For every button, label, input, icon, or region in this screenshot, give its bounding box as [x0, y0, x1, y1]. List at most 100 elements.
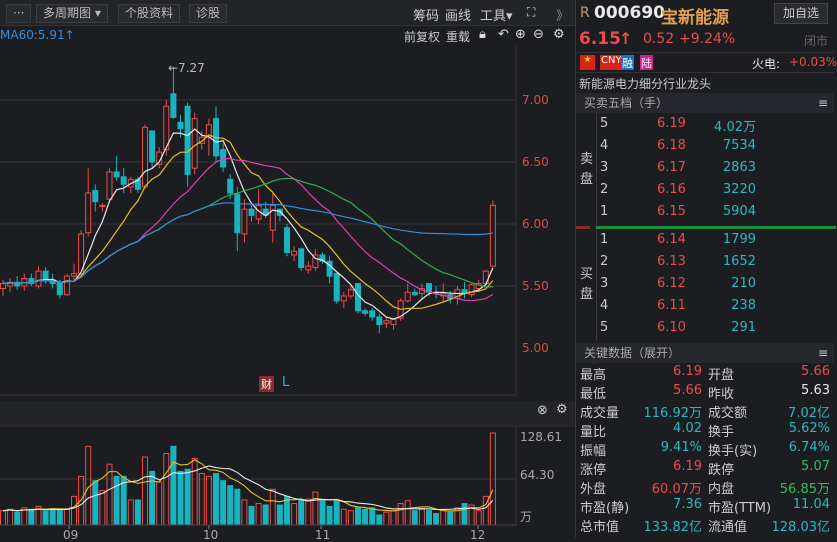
volume-bar — [262, 504, 269, 526]
adjust-button[interactable]: 前复权 — [404, 30, 441, 44]
candle-body — [163, 105, 170, 151]
add-watchlist-button[interactable]: 加自选 — [774, 3, 828, 24]
candle-body — [142, 126, 148, 188]
zoom-in-icon[interactable]: ⊕ — [515, 27, 526, 42]
volume-bar — [390, 510, 397, 526]
kline-chart[interactable] — [0, 45, 575, 537]
volume-bar — [298, 500, 305, 526]
keydata-label: 成交量 — [580, 406, 620, 421]
chips-button[interactable]: 筹码 — [413, 9, 440, 24]
keydata-value: 5.07 — [801, 459, 830, 474]
undo-icon[interactable]: ↶ — [498, 27, 509, 42]
keydata-value: 5.66 — [673, 383, 702, 398]
sell-level-row[interactable]: 1 6.15 5904 — [596, 204, 836, 226]
volume-bar — [198, 472, 205, 526]
last-price: 6.15 — [579, 29, 621, 49]
keydata-label: 成交额 — [708, 406, 748, 421]
volume-bar — [14, 511, 21, 526]
candle-body — [305, 265, 312, 271]
volume-panel-header — [0, 401, 575, 425]
candle-body — [92, 190, 99, 203]
china-flag-icon: ★ — [580, 55, 595, 70]
reload-button[interactable]: 重载 — [446, 30, 471, 44]
volume-tick: 64.30 — [520, 468, 555, 482]
candle-body — [362, 310, 369, 314]
sell-level-row[interactable]: 5 6.19 4.02万 — [596, 116, 836, 138]
ma60-line — [2, 202, 493, 285]
lock-icon[interactable]: 🔒︎ — [479, 27, 486, 42]
volume-bar — [241, 499, 248, 526]
x-tick: 10 — [203, 528, 219, 542]
menu-icon[interactable]: ≡ — [817, 346, 828, 360]
level-price: 6.14 — [657, 232, 686, 247]
buy-level-row[interactable]: 4 6.11 238 — [596, 298, 836, 320]
volume-bar — [326, 505, 333, 526]
volume-bar — [42, 510, 49, 526]
market-flag: R — [580, 5, 590, 21]
draw-button[interactable]: 画线 — [445, 9, 472, 24]
level-index: 1 — [600, 204, 609, 219]
orderbook-title: 买卖五档（手） — [584, 96, 669, 110]
candle-body — [468, 284, 475, 296]
candle-body — [198, 136, 205, 144]
keydata-row: 量比 4.02 换手 5.62% — [576, 421, 834, 440]
candle-body — [78, 233, 85, 275]
candle-body — [411, 291, 418, 296]
collapse-panel-button[interactable]: 》 — [556, 9, 570, 24]
volume-bar — [7, 508, 14, 526]
stock-description: 新能源电力细分行业龙头 — [579, 77, 712, 91]
volume-bar — [276, 504, 283, 526]
volume-bar — [191, 457, 198, 526]
volume-bar — [397, 503, 404, 526]
sell-level-row[interactable]: 3 6.17 2863 — [596, 160, 836, 182]
l-marker[interactable]: L — [282, 375, 290, 390]
keydata-value: 11.04 — [792, 497, 830, 512]
stock-code: 000690 — [594, 3, 665, 23]
finance-marker[interactable]: 财 — [259, 376, 274, 392]
candle-body — [113, 171, 120, 178]
candle-body — [248, 208, 255, 216]
sell-level-row[interactable]: 4 6.18 7534 — [596, 138, 836, 160]
keydata-header[interactable]: 关键数据（展开） ≡ — [576, 343, 834, 363]
sell-level-row[interactable]: 2 6.16 3220 — [596, 182, 836, 204]
keydata-value: 6.74% — [788, 440, 830, 455]
zoom-out-icon[interactable]: ⊖ — [533, 27, 544, 42]
buy-level-row[interactable]: 2 6.13 1652 — [596, 254, 836, 276]
sector-name[interactable]: 火电: — [752, 57, 781, 71]
buy-level-row[interactable]: 5 6.10 291 — [596, 320, 836, 342]
settings-icon[interactable]: ⚙ — [553, 27, 565, 42]
keydata-value: 5.63 — [801, 383, 830, 398]
keydata-label: 外盘 — [580, 482, 607, 497]
keydata-value: 5.66 — [801, 364, 830, 379]
level-price: 6.10 — [657, 320, 686, 335]
volume-bar — [149, 470, 156, 526]
tools-button[interactable]: 工具▾ — [480, 9, 513, 24]
multi-period-button[interactable]: 多周期图 ▾ — [36, 4, 108, 23]
level-index: 5 — [600, 116, 609, 131]
volume-bar — [163, 452, 170, 526]
level-volume: 291 — [731, 320, 756, 335]
volume-settings-icon[interactable]: ⚙ — [556, 402, 568, 417]
menu-icon[interactable]: ≡ — [817, 96, 828, 110]
diagnose-button[interactable]: 诊股 — [189, 4, 228, 23]
candle-body — [489, 204, 496, 267]
volume-bar — [269, 488, 276, 526]
keydata-value: 7.36 — [673, 497, 702, 512]
volume-bar — [177, 470, 184, 526]
volume-bar — [184, 468, 191, 526]
level-index: 3 — [600, 276, 609, 291]
buy-level-row[interactable]: 3 6.12 210 — [596, 276, 836, 298]
level-volume: 5904 — [722, 204, 756, 219]
candle-body — [177, 121, 184, 130]
keydata-label: 流通值 — [708, 520, 748, 535]
buy-level-row[interactable]: 1 6.14 1799 — [596, 232, 836, 254]
stock-profile-button[interactable]: 个股资料 — [118, 4, 181, 23]
keydata-row: 涨停 6.19 跌停 5.07 — [576, 459, 834, 478]
orderbook-header[interactable]: 买卖五档（手） ≡ — [576, 93, 834, 113]
close-panel-icon[interactable]: ⊗ — [537, 403, 548, 418]
keydata-label: 昨收 — [708, 387, 735, 402]
volume-bar — [0, 510, 6, 526]
expand-icon[interactable]: ⛶ — [527, 5, 536, 19]
keydata-label: 开盘 — [708, 368, 735, 383]
more-button[interactable]: ··· — [6, 4, 32, 23]
